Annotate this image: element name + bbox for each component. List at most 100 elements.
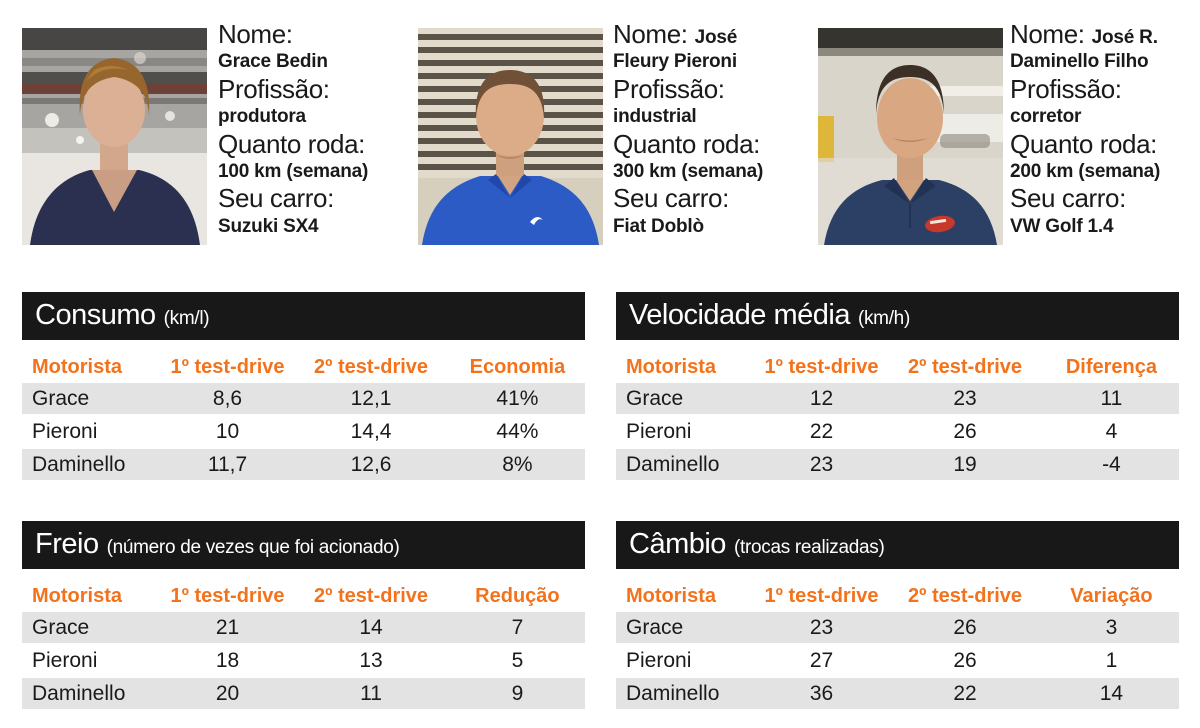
table-unit: (km/l) (163, 308, 210, 329)
cell-diferenca: 11 (1100, 386, 1123, 410)
nome-inline-value: José R. (1091, 27, 1158, 48)
table-title-bar: Consumo (km/l) (22, 292, 585, 340)
cell-2o-test-drive: 14 (359, 615, 383, 639)
seu-carro-label: Seu carro: (613, 183, 729, 214)
cell-1o-test-drive: 23 (809, 615, 834, 639)
table-unit: (km/h) (857, 308, 910, 329)
driver-name: Grace Bedin (218, 51, 328, 73)
cell-variacao: 1 (1105, 648, 1118, 672)
nome-line: Nome: (218, 20, 413, 48)
quanto-roda-value: 100 km (semana) (218, 160, 369, 182)
cell-motorista: Grace (626, 615, 684, 639)
cell-1o-test-drive: 8,6 (212, 386, 243, 410)
quanto-roda-label: Quanto roda: (1010, 128, 1157, 159)
quanto-roda-value: 300 km (semana) (613, 160, 764, 182)
cell-economia: 41% (496, 386, 539, 410)
cell-1o-test-drive: 20 (215, 681, 240, 705)
column-header-reducao: Redução (475, 585, 560, 607)
column-header-motorista: Motorista (32, 356, 122, 378)
table-row: Daminello 20 11 9 (22, 678, 585, 709)
column-header-1o-test-drive: 1º test-drive (170, 585, 285, 607)
table-title: Consumo (35, 299, 156, 331)
column-header-economia: Economia (469, 356, 566, 378)
cell-1o-test-drive: 27 (809, 648, 834, 672)
cell-1o-test-drive: 22 (809, 419, 834, 443)
table-row: Grace 12 23 11 (616, 383, 1179, 414)
driver-profile-pieroni: Nome: José Fleury Pieroni Profissão: indu… (613, 19, 808, 240)
cell-reducao: 5 (511, 648, 524, 672)
cell-motorista: Daminello (626, 681, 720, 705)
nome-label: Nome: (1010, 19, 1085, 49)
profissao-label: Profissão: (218, 73, 330, 104)
cell-1o-test-drive: 12 (809, 386, 834, 410)
cell-2o-test-drive: 26 (953, 648, 977, 672)
cell-diferenca: 4 (1105, 419, 1118, 443)
profissao-value: corretor (1010, 106, 1082, 128)
column-header-2o-test-drive: 2º test-drive (314, 585, 429, 607)
cell-motorista: Grace (32, 615, 90, 639)
cell-1o-test-drive: 10 (215, 419, 240, 443)
cell-motorista: Pieroni (32, 648, 98, 672)
cell-2o-test-drive: 19 (953, 452, 977, 476)
table-row: Grace 8,6 12,1 41% (22, 383, 585, 414)
table-unit: (trocas realizadas) (733, 537, 885, 558)
table-title: Velocidade média (629, 299, 850, 331)
cell-reducao: 7 (511, 615, 524, 639)
cell-2o-test-drive: 12,1 (350, 386, 392, 410)
table-row: Pieroni 10 14,4 44% (22, 416, 585, 447)
cell-reducao: 9 (511, 681, 524, 705)
cell-2o-test-drive: 11 (360, 681, 382, 705)
grace-photo-illustration (22, 28, 207, 245)
driver-name: Fleury Pieroni (613, 51, 737, 73)
cell-economia: 44% (496, 419, 539, 443)
table-row: Pieroni 27 26 1 (616, 645, 1179, 676)
cell-motorista: Daminello (32, 681, 126, 705)
table-header-row: Motorista 1º test-drive 2º test-drive Re… (22, 581, 585, 612)
column-header-diferenca: Diferença (1065, 356, 1157, 378)
cell-diferenca: -4 (1102, 452, 1121, 476)
table-title-bar: Câmbio (trocas realizadas) (616, 521, 1179, 569)
table-header-row: Motorista 1º test-drive 2º test-drive Ec… (22, 352, 585, 383)
cell-2o-test-drive: 26 (953, 419, 977, 443)
nome-line: Nome: José (613, 19, 808, 49)
driver-profile-grace: Nome: Grace Bedin Profissão: produtora Q… (218, 20, 413, 240)
cell-2o-test-drive: 12,6 (350, 452, 392, 476)
cell-motorista: Grace (32, 386, 90, 410)
table-velocidade-media: Velocidade média (km/h) Motorista 1º tes… (616, 292, 1179, 482)
table-title: Freio (35, 528, 99, 560)
daminello-photo-illustration (818, 28, 1003, 245)
cell-2o-test-drive: 14,4 (350, 419, 392, 443)
table-row: Daminello 23 19 -4 (616, 449, 1179, 480)
quanto-roda-label: Quanto roda: (613, 128, 760, 159)
cell-motorista: Pieroni (32, 419, 98, 443)
seu-carro-value: Fiat Doblò (613, 215, 704, 237)
table-cambio: Câmbio (trocas realizadas) Motorista 1º … (616, 521, 1179, 711)
cell-motorista: Daminello (32, 452, 126, 476)
quanto-roda-label: Quanto roda: (218, 128, 365, 159)
driver-photo-grace (22, 28, 207, 245)
column-header-1o-test-drive: 1º test-drive (764, 356, 879, 378)
seu-carro-value: VW Golf 1.4 (1010, 215, 1114, 237)
column-header-2o-test-drive: 2º test-drive (908, 585, 1023, 607)
cell-variacao: 3 (1105, 615, 1118, 639)
nome-label: Nome: (613, 19, 688, 49)
seu-carro-label: Seu carro: (218, 183, 334, 214)
cell-1o-test-drive: 21 (215, 615, 240, 639)
table-unit: (número de vezes que foi acionado) (106, 537, 400, 558)
cell-motorista: Pieroni (626, 648, 692, 672)
seu-carro-value: Suzuki SX4 (218, 215, 319, 237)
driver-name: Daminello Filho (1010, 51, 1149, 73)
profissao-value: industrial (613, 106, 697, 128)
table-row: Daminello 36 22 14 (616, 678, 1179, 709)
cell-1o-test-drive: 23 (809, 452, 834, 476)
cell-variacao: 14 (1099, 681, 1124, 705)
quanto-roda-value: 200 km (semana) (1010, 160, 1161, 182)
cell-motorista: Daminello (626, 452, 720, 476)
column-header-2o-test-drive: 2º test-drive (908, 356, 1023, 378)
nome-line: Nome: José R. (1010, 19, 1200, 49)
column-header-1o-test-drive: 1º test-drive (764, 585, 879, 607)
cell-2o-test-drive: 23 (953, 386, 977, 410)
column-header-2o-test-drive: 2º test-drive (314, 356, 429, 378)
table-header-row: Motorista 1º test-drive 2º test-drive Di… (616, 352, 1179, 383)
